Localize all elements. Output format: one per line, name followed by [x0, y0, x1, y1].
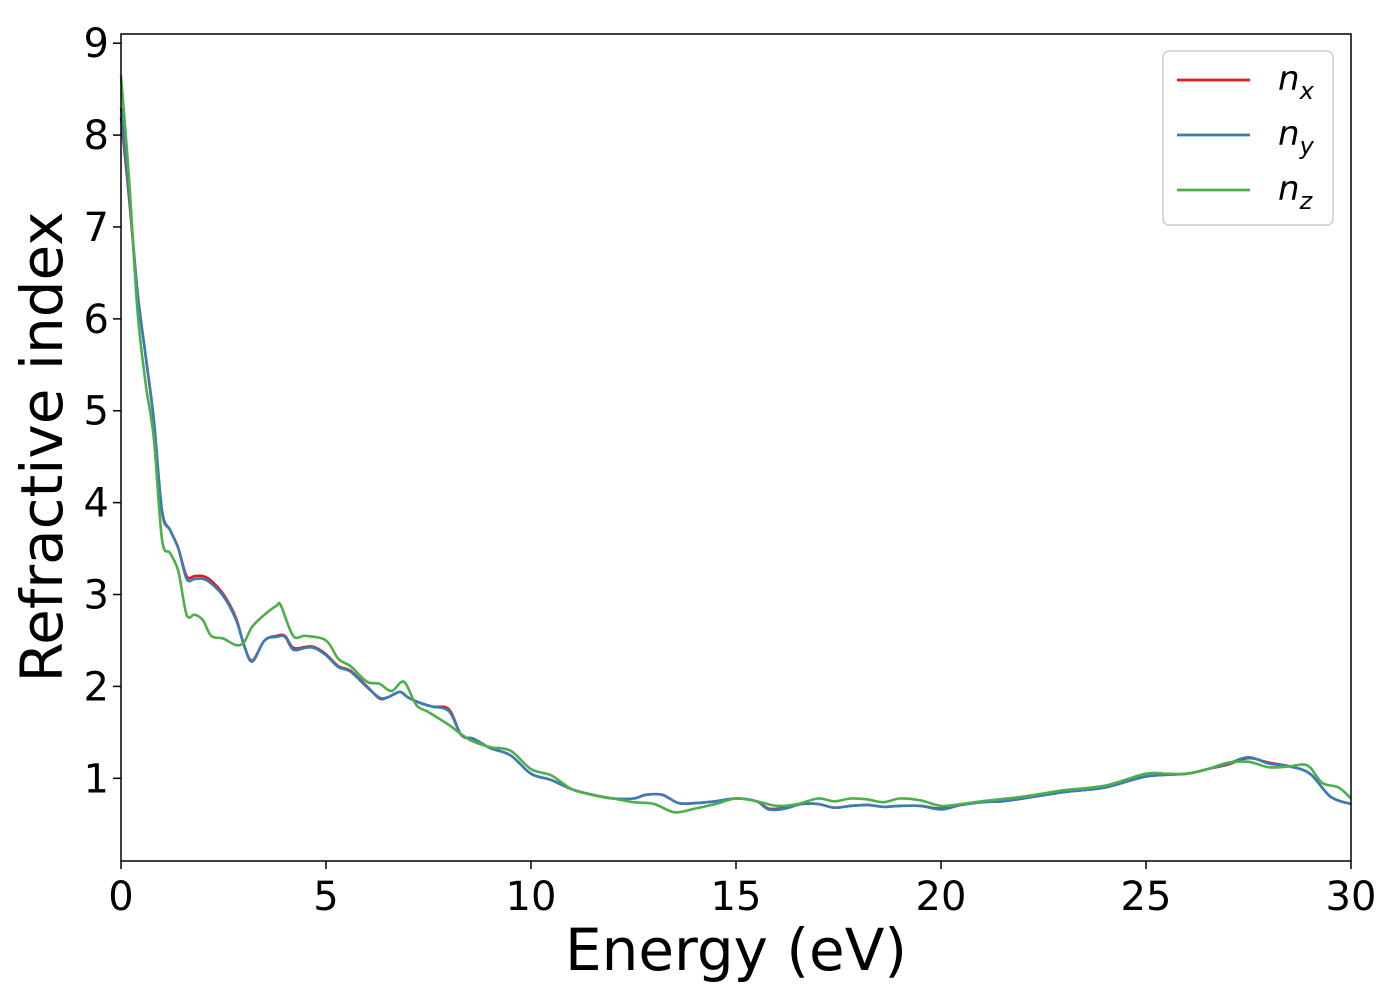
legend-label-base: n [1278, 114, 1300, 154]
y-axis-label: Refractive index [8, 211, 76, 682]
legend-label-subscript: y [1299, 132, 1315, 160]
x-tick-label: 0 [108, 874, 133, 920]
x-tick-label: 25 [1121, 874, 1172, 920]
x-tick-label: 20 [916, 874, 967, 920]
series-line-n-y [119, 107, 1352, 812]
legend-label-base: n [1278, 169, 1300, 209]
x-tick-label: 30 [1326, 874, 1377, 920]
legend-box [1162, 50, 1334, 226]
x-tick-label: 10 [506, 874, 557, 920]
y-tick-label: 3 [84, 573, 109, 619]
y-tick-label: 4 [84, 481, 109, 527]
y-tick-label: 1 [84, 756, 109, 802]
y-tick-label: 8 [84, 113, 109, 159]
y-tick-label: 5 [84, 389, 109, 435]
x-tick-label: 5 [313, 874, 338, 920]
y-tick-label: 7 [84, 205, 109, 251]
x-axis-ticks: 0 5 10 15 20 25 30 [108, 861, 1376, 920]
y-tick-label: 2 [84, 664, 109, 710]
legend-label-base: n [1278, 59, 1300, 99]
y-tick-label: 6 [84, 297, 109, 343]
series-line-n-z [119, 75, 1352, 814]
y-tick-label: 9 [84, 21, 109, 67]
y-axis-ticks: 1 2 3 4 5 6 7 8 9 [84, 21, 121, 802]
series-layer [119, 75, 1352, 814]
legend-label-subscript: x [1299, 77, 1315, 105]
legend-label-n-z: nz [1278, 169, 1314, 215]
legend-label-n-y: ny [1278, 114, 1315, 160]
x-tick-label: 15 [711, 874, 762, 920]
legend-label-n-x: nx [1278, 59, 1315, 105]
x-axis-label: Energy (eV) [565, 916, 907, 984]
legend-label-subscript: z [1299, 187, 1314, 215]
